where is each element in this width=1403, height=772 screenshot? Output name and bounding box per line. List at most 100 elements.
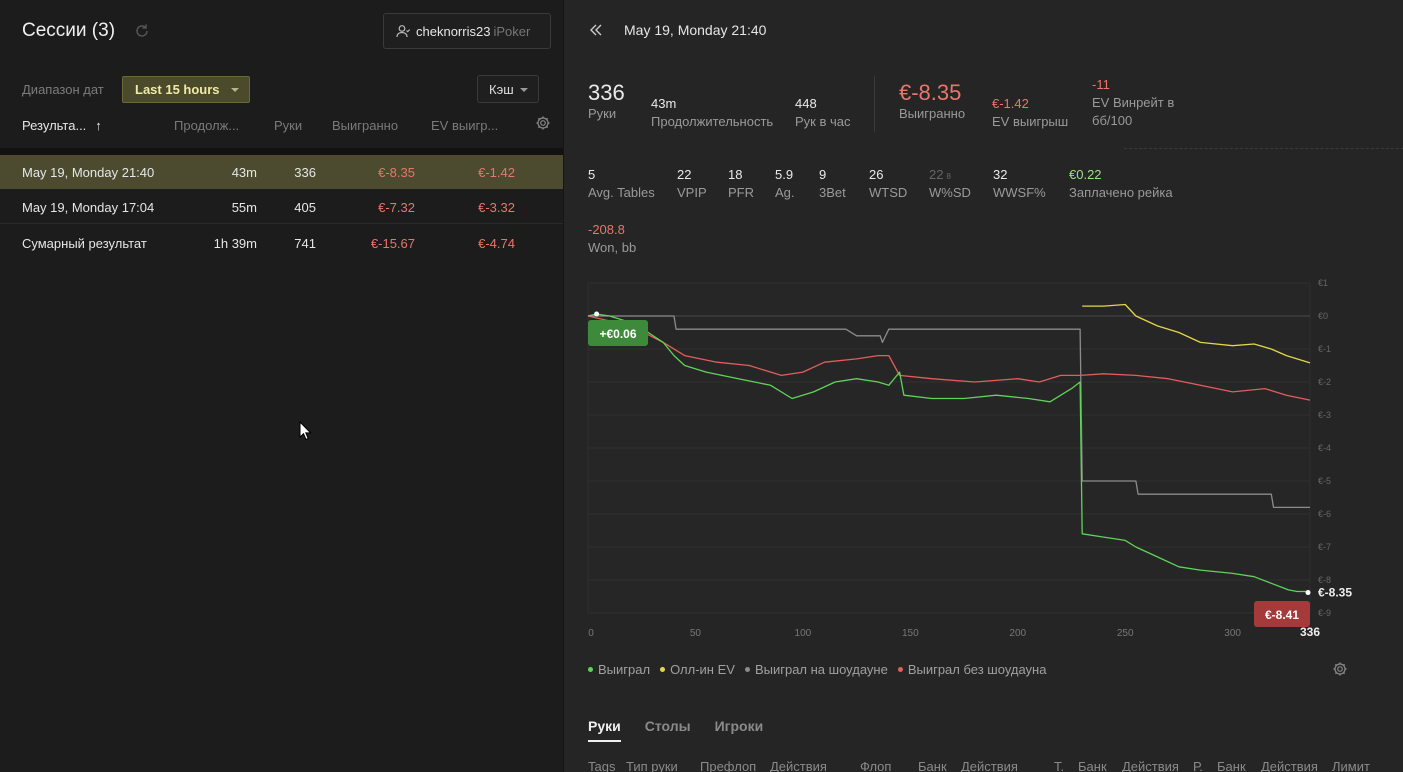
- stat-3bet: 9 3Bet: [819, 167, 846, 200]
- double-chevron-left-icon[interactable]: [588, 22, 604, 38]
- stat-vpip: 22 VPIP: [677, 167, 707, 200]
- total-label: Сумарный результат: [22, 236, 147, 251]
- sessions-panel: Сессии (3) cheknorris23 iPoker Диапазон д…: [0, 0, 563, 772]
- divider: [1124, 148, 1403, 149]
- stat-ev-winrate: -11 EV Винрейт в бб/100: [1092, 77, 1175, 128]
- total-hands: 741: [294, 236, 316, 251]
- column-header[interactable]: Действия: [1122, 759, 1179, 772]
- chart-legend: Выиграл Олл-ин EV Выиграл на шоудауне Вы…: [588, 662, 1046, 677]
- series-line-allin-ev: [1082, 303, 1311, 364]
- y-tick-label: €-2: [1318, 377, 1331, 387]
- stat-aggression: 5.9 Ag.: [775, 167, 795, 200]
- sessions-header: Сессии (3) cheknorris23 iPoker Диапазон д…: [0, 0, 563, 148]
- legend-item-won[interactable]: Выиграл: [588, 662, 650, 677]
- stat-rake-paid: €0.22 Заплачено рейка: [1069, 167, 1173, 200]
- column-header[interactable]: Тип руки: [626, 759, 678, 772]
- gear-icon[interactable]: [1332, 661, 1348, 677]
- date-range-label: Диапазон дат: [22, 82, 104, 97]
- stat-wtsd: 26 WTSD: [869, 167, 908, 200]
- tab-players[interactable]: Игроки: [714, 718, 764, 734]
- refresh-icon[interactable]: [133, 22, 151, 40]
- account-room: iPoker: [493, 23, 531, 39]
- stat-won: €-8.35 Выигранно: [899, 80, 966, 121]
- column-header-won[interactable]: Выигранно: [332, 118, 399, 133]
- x-tick-label: 0: [588, 628, 594, 639]
- max-badge: [588, 320, 648, 346]
- total-duration: 1h 39m: [213, 236, 257, 251]
- stat-hands-per-hour: 448 Рук в час: [795, 96, 851, 129]
- date-range-value: Last 15 hours: [135, 82, 220, 97]
- column-header[interactable]: Лимит: [1332, 759, 1370, 772]
- results-chart: €1 €0 €-1 €-2 €-3 €-4 €-5 €-6 €-7 €-8 €-9 0 50 100 150…: [587, 278, 1352, 639]
- x-tick-label: 50: [690, 628, 702, 639]
- column-header-duration[interactable]: Продолж...: [174, 118, 240, 133]
- session-duration: 43m: [231, 165, 257, 180]
- tab-tables[interactable]: Столы: [644, 718, 691, 734]
- gear-icon[interactable]: [535, 115, 551, 131]
- game-type-value: Кэш: [489, 81, 514, 97]
- x-tick-label: 250: [1117, 628, 1134, 639]
- account-name: cheknorris23: [416, 23, 491, 39]
- session-hands: 336: [294, 165, 316, 180]
- session-duration: 55m: [231, 200, 257, 215]
- y-tick-label: €-3: [1318, 410, 1331, 420]
- total-row: Сумарный результат 1h 39m 741 €-15.67 €-…: [0, 226, 563, 260]
- sessions-title: Сессии (3): [22, 20, 116, 41]
- x-tick-label: 300: [1224, 628, 1241, 639]
- y-tick-label: €-4: [1318, 443, 1331, 453]
- x-tick-label: 150: [902, 628, 919, 639]
- column-header[interactable]: Префлоп: [700, 759, 757, 772]
- column-header[interactable]: Действия: [961, 759, 1018, 772]
- column-header[interactable]: Р.: [1193, 759, 1203, 772]
- y-tick-label: €-5: [1318, 476, 1331, 486]
- y-tick-label: €-6: [1318, 509, 1331, 519]
- legend-item-non-showdown[interactable]: Выиграл без шоудауна: [897, 662, 1046, 677]
- date-range-dropdown[interactable]: Last 15 hours: [122, 76, 250, 103]
- stat-pfr: 18 PFR: [728, 167, 754, 200]
- column-header[interactable]: Банк: [1217, 759, 1246, 772]
- stat-ev-won: €-1.42 EV выигрыш: [992, 96, 1069, 129]
- column-header[interactable]: Банк: [1078, 759, 1107, 772]
- max-point-marker: [594, 311, 600, 317]
- session-ev: €-3.32: [478, 200, 515, 215]
- session-hands: 405: [294, 200, 316, 215]
- x-tick-label: 200: [1009, 628, 1026, 639]
- session-row[interactable]: May 19, Monday 17:04 55m 405 €-7.32 €-3.…: [0, 190, 563, 224]
- session-row[interactable]: May 19, Monday 21:40 43m 336 €-8.35 €-1.…: [0, 155, 563, 189]
- column-header[interactable]: Tags: [588, 759, 616, 772]
- min-badge-label: €-8.41: [1265, 608, 1299, 622]
- y-tick-label: €-1: [1318, 344, 1331, 354]
- game-type-dropdown[interactable]: Кэш: [477, 75, 539, 103]
- session-date: May 19, Monday 21:40: [22, 165, 155, 180]
- stat-duration: 43m Продолжительность: [651, 96, 774, 129]
- stat-hands: 336 Руки: [588, 80, 625, 121]
- session-ev: €-1.42: [478, 165, 515, 180]
- column-header-hands[interactable]: Руки: [274, 118, 303, 133]
- session-won: €-7.32: [378, 200, 415, 215]
- y-tick-label: €1: [1318, 278, 1328, 288]
- divider: [874, 76, 875, 132]
- column-header[interactable]: Действия: [770, 759, 827, 772]
- column-header-ev[interactable]: EV выигр...: [431, 118, 499, 133]
- y-tick-label: €-9: [1318, 608, 1331, 618]
- session-date: May 19, Monday 17:04: [22, 200, 155, 215]
- total-won: €-15.67: [370, 236, 415, 251]
- session-title: May 19, Monday 21:40: [624, 22, 767, 38]
- column-header[interactable]: Флоп: [860, 759, 892, 772]
- column-header-result[interactable]: Результа... ↑: [22, 118, 102, 133]
- divider: [0, 148, 563, 155]
- column-header[interactable]: Действия: [1261, 759, 1318, 772]
- mouse-cursor-icon: [299, 421, 312, 441]
- x-tick-label: 100: [795, 628, 812, 639]
- account-selector-button[interactable]: cheknorris23 iPoker: [383, 13, 551, 49]
- stat-wsd: 22 8 W%SD: [929, 167, 971, 200]
- max-badge-label: +€0.06: [599, 327, 636, 341]
- legend-item-allin-ev[interactable]: Олл-ин EV: [660, 662, 735, 677]
- series-line-won: [587, 313, 1310, 593]
- column-header[interactable]: Т.: [1054, 759, 1065, 772]
- legend-item-showdown[interactable]: Выиграл на шоудауне: [744, 662, 888, 677]
- column-header[interactable]: Банк: [918, 759, 947, 772]
- session-won: €-8.35: [378, 165, 415, 180]
- tab-hands[interactable]: Руки: [588, 718, 621, 742]
- chevron-down-icon: [520, 88, 528, 92]
